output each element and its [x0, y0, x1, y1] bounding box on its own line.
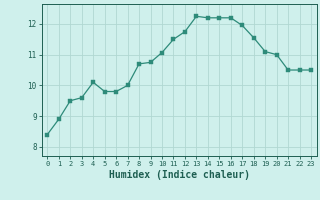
- X-axis label: Humidex (Indice chaleur): Humidex (Indice chaleur): [109, 170, 250, 180]
